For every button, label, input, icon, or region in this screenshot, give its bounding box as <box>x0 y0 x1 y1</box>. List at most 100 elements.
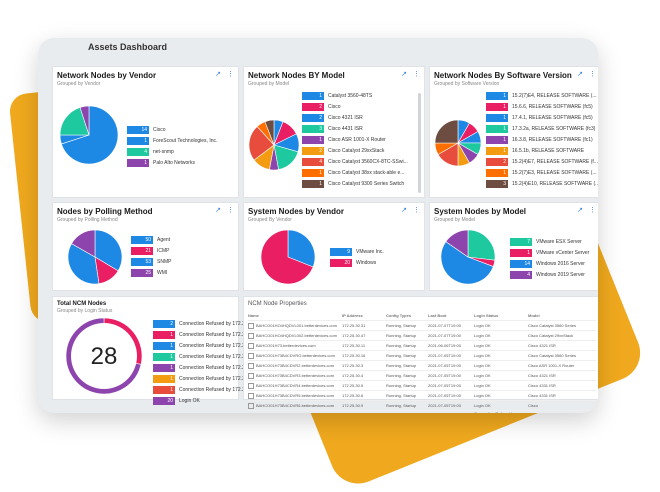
expand-icon[interactable]: ↗ <box>577 71 583 78</box>
table-cell: Login OK <box>474 373 528 378</box>
table-cell: 172.25.30.16 <box>342 353 386 358</box>
row-checkbox[interactable] <box>248 323 254 329</box>
legend-label: ForeScout Technologies, Inc. <box>153 138 217 144</box>
expand-icon[interactable]: ↗ <box>215 71 221 78</box>
column-header[interactable]: Login Status <box>474 313 528 318</box>
table-cell: 172.25.30.3 <box>342 363 386 368</box>
legend-label: 17.3.2a, RELEASE SOFTWARE (fc3) <box>512 126 595 132</box>
more-menu-icon[interactable]: ⋮ <box>227 71 234 78</box>
column-header[interactable]: IP Address <box>342 313 386 318</box>
more-menu-icon[interactable]: ⋮ <box>227 207 234 214</box>
pie-slice[interactable] <box>435 120 458 143</box>
expand-icon[interactable]: ↗ <box>215 207 221 214</box>
row-checkbox[interactable] <box>248 413 254 414</box>
table-cell: Connection Refused by 172.25.30.8 <box>474 411 528 414</box>
column-header[interactable]: Config Types <box>386 313 428 318</box>
table-cell: Cisco 4321 ISR <box>528 373 596 378</box>
legend-label: 15.6.6, RELEASE SOFTWARE (fc5) <box>512 104 593 110</box>
legend-label: 17.4.1, RELEASE SOFTWARE (fc5) <box>512 115 593 121</box>
column-header[interactable]: Name <box>248 313 342 318</box>
more-menu-icon[interactable]: ⋮ <box>589 207 596 214</box>
legend-count: 20 <box>153 397 175 405</box>
legend-count: 1 <box>127 159 149 167</box>
expand-icon[interactable]: ↗ <box>577 207 583 214</box>
row-checkbox[interactable] <box>248 343 254 349</box>
more-menu-icon[interactable]: ⋮ <box>413 207 420 214</box>
legend-count: 1 <box>153 375 175 383</box>
node-name: BAHCO01HO4HQDVL001.betterdevices.com <box>256 323 337 328</box>
legend-item[interactable]: 14 Windows 2016 Server <box>510 259 589 269</box>
column-header[interactable]: Last Boot <box>428 313 474 318</box>
row-checkbox[interactable] <box>248 333 254 339</box>
row-checkbox[interactable] <box>248 393 254 399</box>
legend-count: 1 <box>486 125 508 133</box>
legend-count: 20 <box>330 259 352 267</box>
pie-slice[interactable] <box>468 230 495 260</box>
row-checkbox[interactable] <box>248 403 254 409</box>
card-title: Network Nodes BY Model <box>248 71 345 80</box>
more-menu-icon[interactable]: ⋮ <box>589 71 596 78</box>
expand-icon[interactable]: ↗ <box>401 71 407 78</box>
table-cell: Running, Startup <box>386 333 428 338</box>
expand-icon[interactable]: ↗ <box>401 207 407 214</box>
column-header[interactable]: Model <box>528 313 596 318</box>
legend-item[interactable]: 1 17.3.2a, RELEASE SOFTWARE (fc3) <box>486 124 598 134</box>
row-checkbox[interactable] <box>248 363 254 369</box>
legend-count: 2 <box>153 320 175 328</box>
row-checkbox[interactable] <box>248 373 254 379</box>
legend-count: 1 <box>153 386 175 394</box>
table-cell: Running, Startup <box>386 383 428 388</box>
legend-label: Cisco <box>328 104 341 110</box>
table-cell: 172.25.30.31 <box>342 323 386 328</box>
table-row[interactable]: BAHCO01HO4HQDVL001.betterdevices.com 172.… <box>248 321 596 331</box>
legend-count: 3 <box>486 180 508 188</box>
legend-count: 14 <box>510 260 532 268</box>
card-network-vendor: Network Nodes by Vendor Grouped by Vendo… <box>52 66 239 198</box>
table-row[interactable]: BAHCO01H73B4CDVR7.betterdevices.com172.2… <box>248 411 596 413</box>
more-menu-icon[interactable]: ⋮ <box>413 71 420 78</box>
scrollbar[interactable] <box>418 93 421 193</box>
row-checkbox[interactable] <box>248 383 254 389</box>
legend-label: Windows 2016 Server <box>536 261 585 267</box>
row-checkbox[interactable] <box>248 353 254 359</box>
